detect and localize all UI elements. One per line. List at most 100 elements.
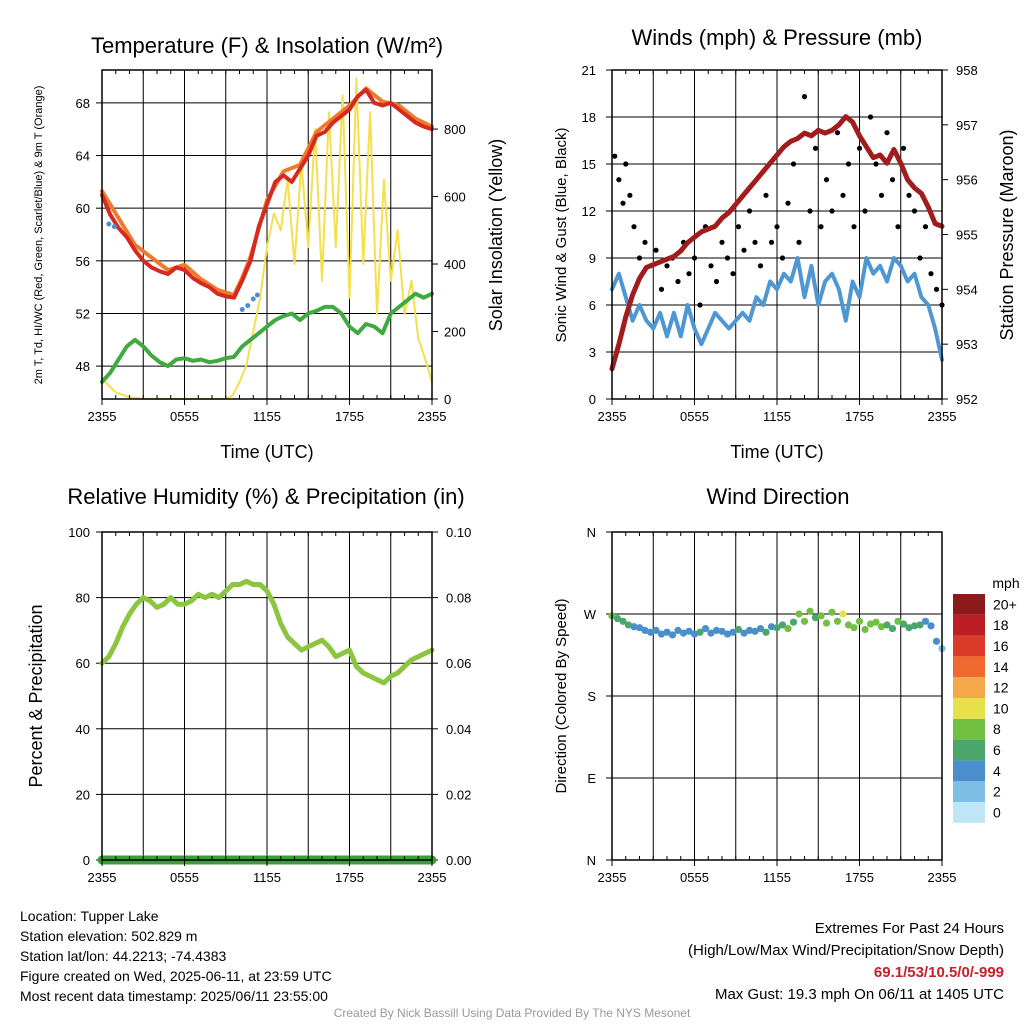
gust-point (631, 224, 637, 230)
y-tick-label: N (587, 525, 596, 540)
legend-swatch (953, 739, 985, 761)
max-gust-text: Max Gust: 19.3 mph On 06/11 at 1405 UTC (714, 986, 1004, 1003)
y-right-tick-label: 957 (956, 118, 978, 133)
direction-point (795, 610, 803, 618)
y-axis-label: 2m T, Td, HI/WC (Red, Green, Scarlet/Blu… (33, 86, 45, 385)
gust-point (928, 271, 934, 277)
gust-point (724, 255, 731, 261)
direction-point (624, 621, 633, 629)
direction-point (855, 617, 864, 625)
x-tick-label: 2355 (928, 870, 957, 885)
y-right-axis-label: Solar Insolation (Yellow) (486, 139, 506, 331)
chart-title: Winds (mph) & Pressure (mb) (632, 25, 923, 50)
legend-swatch (953, 677, 985, 698)
direction-point (910, 622, 919, 630)
legend-label: 18 (993, 617, 1009, 633)
y-tick-label: E (587, 771, 596, 786)
direction-point (740, 629, 748, 637)
y-tick-label: 56 (76, 254, 90, 269)
gust-point (774, 224, 780, 230)
direction-point (751, 627, 759, 635)
direction-point (888, 624, 897, 633)
y-tick-label: 9 (589, 251, 596, 266)
direction-point (619, 617, 627, 625)
gust-point (911, 208, 918, 214)
y-tick-label: 15 (582, 157, 596, 172)
direction-point (877, 623, 886, 631)
y-right-tick-label: 600 (444, 190, 466, 205)
gust-point (922, 224, 929, 230)
gust-point (889, 177, 896, 183)
direction-point (707, 629, 715, 637)
legend-label: 12 (993, 680, 1009, 696)
x-axis-label: Time (UTC) (730, 442, 823, 462)
direction-point (833, 617, 842, 625)
y-tick-label: 64 (76, 149, 90, 164)
legend-swatch (953, 614, 985, 636)
direction-point (839, 610, 847, 618)
gust-point (779, 255, 786, 261)
gust-point (653, 247, 659, 253)
direction-point (921, 617, 930, 625)
direction-point (872, 618, 880, 626)
x-tick-label: 0555 (170, 409, 199, 424)
gust-point (895, 224, 901, 230)
gust-point (746, 208, 753, 214)
y-tick-label: 0 (589, 392, 596, 407)
gust-point (675, 278, 681, 285)
y-tick-label: 20 (76, 787, 90, 802)
gust-point (845, 161, 852, 167)
x-tick-label: 1755 (335, 870, 364, 885)
y-tick-label: W (584, 607, 597, 622)
x-tick-label: 0555 (680, 409, 709, 424)
series-td (100, 291, 434, 384)
extremes-title: Extremes For Past 24 Hours (814, 920, 1004, 937)
legend-label: 2 (993, 784, 1001, 800)
y-right-tick-label: 0.10 (446, 525, 471, 540)
direction-point (701, 624, 710, 633)
legend-swatch (953, 594, 985, 615)
y-right-tick-label: 0.04 (446, 722, 471, 737)
x-tick-label: 2355 (418, 870, 447, 885)
direction-point (883, 621, 891, 629)
gust-point (697, 302, 703, 308)
gust-point (616, 177, 622, 183)
y-tick-label: 3 (589, 345, 596, 360)
created-text: Figure created on Wed, 2025-06-11, at 23… (20, 968, 332, 984)
gust-point (834, 130, 841, 136)
direction-point (729, 628, 737, 636)
y-right-tick-label: 400 (444, 257, 466, 272)
direction-point (916, 621, 924, 629)
gust-point (658, 286, 665, 292)
legend-swatch (953, 718, 985, 740)
gust-point (686, 271, 692, 277)
direction-point (806, 607, 814, 615)
y-tick-label: 48 (76, 359, 90, 374)
extremes-subtitle: (High/Low/Max Wind/Precipitation/Snow De… (688, 942, 1004, 959)
gust-point (856, 145, 863, 151)
chart-title: Relative Humidity (%) & Precipitation (i… (67, 484, 464, 509)
x-axis-label: Time (UTC) (220, 442, 313, 462)
elevation-text: Station elevation: 502.829 m (20, 928, 198, 944)
gust-point (620, 200, 626, 206)
gust-point (790, 161, 797, 167)
y-tick-label: 60 (76, 656, 90, 671)
x-tick-label: 1155 (763, 870, 791, 885)
gust-point (627, 192, 633, 198)
x-tick-label: 1155 (253, 870, 281, 885)
direction-point (850, 624, 858, 632)
y-tick-label: N (587, 853, 596, 868)
legend-swatch (953, 760, 985, 782)
series-sonic-wind (610, 256, 944, 362)
y-right-tick-label: 0.00 (446, 853, 471, 868)
gust-point (612, 153, 618, 159)
direction-point (932, 637, 941, 645)
direction-point (767, 623, 776, 631)
panel-temperature: 48 52 56 60 64 68 0 200 400 600 800 2355 0555 1155 175… (33, 33, 506, 462)
direction-point (762, 628, 770, 636)
direction-point (646, 628, 655, 636)
direction-point (652, 626, 660, 635)
x-tick-label: 1155 (253, 409, 281, 424)
gust-point (829, 208, 835, 214)
